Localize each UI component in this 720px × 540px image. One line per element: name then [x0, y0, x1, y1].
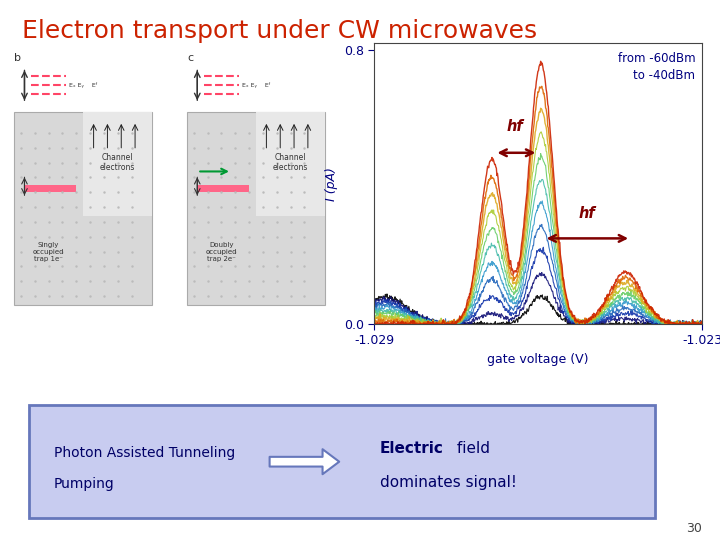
FancyArrowPatch shape: [269, 449, 339, 474]
Text: Electron transport under CW microwaves: Electron transport under CW microwaves: [22, 19, 536, 43]
Text: Pumping: Pumping: [54, 477, 114, 491]
Text: Electric: Electric: [379, 441, 444, 456]
Bar: [14, 112, 153, 305]
Text: dominates signal!: dominates signal!: [379, 475, 516, 490]
Text: 30: 30: [686, 522, 702, 535]
Bar: [256, 112, 325, 216]
Text: hf: hf: [579, 206, 595, 221]
FancyBboxPatch shape: [29, 405, 655, 518]
Text: Photon Assisted Tunneling: Photon Assisted Tunneling: [54, 446, 235, 460]
Text: Doubly
occupied
trap 2e⁻: Doubly occupied trap 2e⁻: [206, 241, 237, 262]
Text: Singly
occupied
trap 1e⁻: Singly occupied trap 1e⁻: [33, 241, 64, 262]
Text: Eₓ Eᵧ    Eᶠ: Eₓ Eᵧ Eᶠ: [69, 82, 98, 89]
Text: field: field: [451, 441, 490, 456]
Y-axis label: I (pA): I (pA): [325, 167, 338, 200]
Bar: [24, 185, 76, 192]
Text: hf: hf: [507, 119, 523, 134]
X-axis label: gate voltage (V): gate voltage (V): [487, 353, 589, 366]
Bar: [197, 185, 249, 192]
Text: from -60dBm
to -40dBm: from -60dBm to -40dBm: [618, 52, 696, 82]
Text: c: c: [187, 52, 193, 63]
Bar: [187, 112, 325, 305]
Text: b: b: [14, 52, 21, 63]
Bar: [84, 112, 153, 216]
Text: Channel
electrons: Channel electrons: [273, 153, 308, 172]
Text: Channel
electrons: Channel electrons: [100, 153, 135, 172]
Text: Eₓ Eᵧ    Eᶠ: Eₓ Eᵧ Eᶠ: [242, 82, 271, 89]
